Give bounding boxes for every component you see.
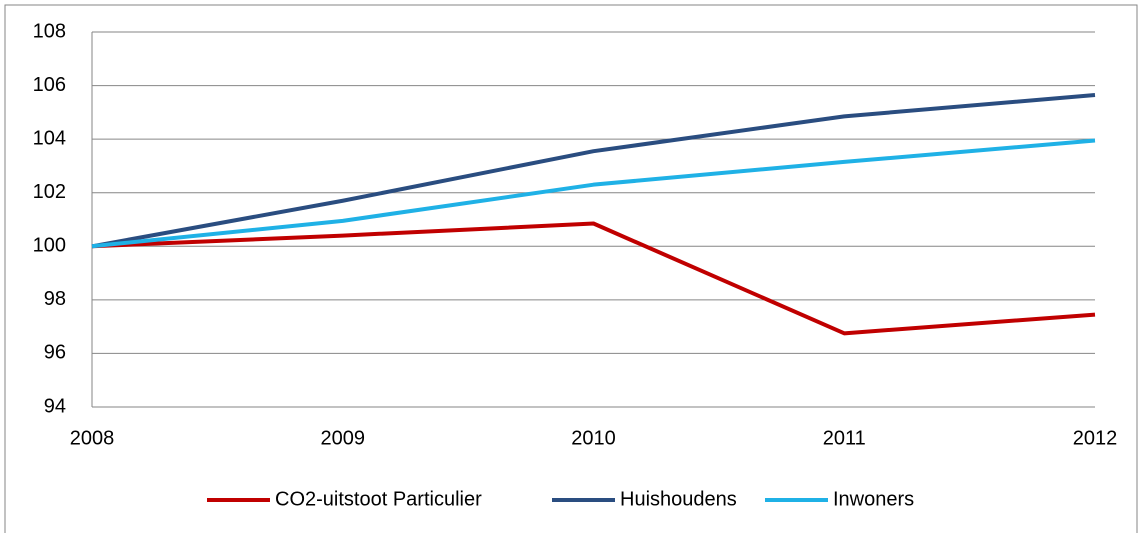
y-tick-label: 106 [33, 74, 66, 96]
x-tick-label: 2012 [1073, 427, 1118, 449]
series-line [91, 138, 1096, 249]
x-tick-label: 2010 [571, 427, 616, 449]
legend-label: Huishoudens [620, 488, 737, 510]
y-tick-label: 102 [33, 181, 66, 203]
series-line [91, 221, 1096, 336]
x-tick-label: 2009 [321, 427, 366, 449]
y-tick-label: 104 [33, 127, 66, 149]
series-line [91, 92, 1096, 249]
legend-label: CO2-uitstoot Particulier [275, 488, 482, 510]
y-tick-label: 94 [44, 395, 66, 417]
legend-label: Inwoners [833, 488, 914, 510]
y-tick-label: 108 [33, 20, 66, 42]
y-tick-label: 98 [44, 288, 66, 310]
y-tick-label: 96 [44, 342, 66, 364]
y-tick-label: 100 [33, 235, 66, 257]
chart-frame [4, 4, 1138, 533]
x-tick-label: 2008 [70, 427, 115, 449]
x-tick-label: 2011 [823, 427, 866, 449]
